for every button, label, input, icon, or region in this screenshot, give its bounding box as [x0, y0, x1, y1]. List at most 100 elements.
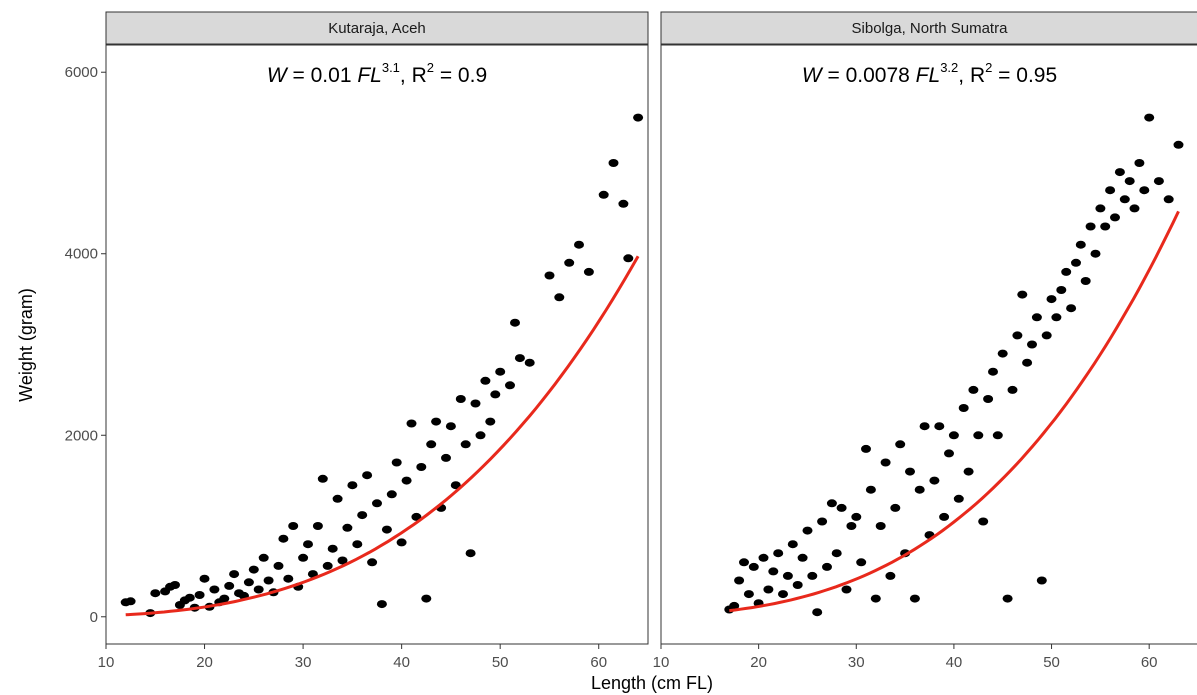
data-point [729, 601, 740, 610]
data-point [554, 293, 565, 302]
y-tick-label: 6000 [65, 64, 98, 81]
data-point [1105, 186, 1116, 195]
fit-equation-w: W [802, 64, 824, 87]
scatter-points [724, 113, 1184, 617]
fit-equation-r-exp: 2 [427, 60, 434, 75]
data-point [890, 503, 901, 512]
panel-2: Sibolga, North Sumatra W = 0.0078 FL3.2, … [653, 11, 1197, 671]
data-point [929, 476, 940, 485]
data-point [1051, 313, 1062, 322]
fit-curve [729, 210, 1180, 613]
data-point [885, 571, 896, 580]
data-point [768, 567, 779, 576]
data-point [856, 558, 867, 567]
data-point [748, 562, 759, 571]
scatter-points [120, 113, 644, 618]
data-point [778, 590, 788, 599]
fit-equation: W = 0.0078 FL3.2, R2 = 0.95 [802, 60, 1057, 87]
data-point [1002, 594, 1013, 603]
data-point [317, 474, 328, 483]
data-point [1085, 222, 1096, 231]
data-point [861, 444, 871, 453]
data-point [1100, 222, 1111, 231]
data-point [633, 113, 644, 122]
x-tick-label: 60 [1141, 654, 1158, 671]
data-point [1007, 385, 1018, 394]
data-point [1114, 168, 1125, 177]
data-point [1134, 159, 1145, 167]
data-point [263, 576, 274, 585]
x-tick-label: 10 [653, 654, 670, 671]
fit-equation-eq1: = 0.0078 [822, 64, 916, 87]
data-point [342, 523, 353, 532]
data-point [431, 417, 442, 426]
data-point [1173, 140, 1184, 149]
data-point [618, 199, 629, 208]
data-point [1017, 290, 1028, 299]
data-point [219, 594, 230, 603]
data-point [450, 481, 461, 490]
fit-equation-sep: , [958, 64, 970, 87]
x-tick-label: 10 [98, 654, 115, 671]
data-point [623, 254, 634, 263]
data-point [944, 449, 954, 458]
data-point [347, 481, 358, 490]
data-point [150, 589, 161, 598]
data-point [1129, 204, 1140, 213]
data-point [248, 565, 259, 574]
data-point [470, 399, 481, 408]
x-tick-label: 20 [750, 654, 767, 671]
data-point [743, 590, 754, 599]
data-point [773, 549, 784, 558]
data-point [802, 526, 813, 535]
data-point [273, 561, 284, 570]
data-point [327, 544, 338, 553]
fit-equation-exp: 3.2 [940, 60, 958, 75]
data-point [963, 467, 974, 476]
data-point [386, 490, 397, 499]
data-point [258, 553, 269, 562]
fit-equation-fl: FL [916, 64, 941, 87]
data-point [739, 558, 749, 567]
data-point [826, 499, 837, 508]
data-point [836, 503, 847, 512]
facet-strip [105, 11, 649, 45]
y-axis-title: Weight (gram) [16, 288, 36, 402]
data-point [817, 517, 828, 526]
data-point [1119, 195, 1130, 204]
data-point [851, 512, 862, 521]
data-point [1041, 331, 1052, 340]
data-point [787, 540, 798, 549]
data-point [1027, 340, 1037, 349]
data-point [846, 522, 857, 530]
data-point [510, 318, 520, 327]
fit-equation-sep: , [400, 64, 412, 87]
data-point [1095, 204, 1106, 213]
data-point [357, 511, 368, 520]
x-tick-label: 20 [196, 654, 213, 671]
x-tick-label: 50 [1043, 654, 1060, 671]
data-point [170, 581, 180, 589]
data-point [895, 440, 906, 449]
data-point [1139, 186, 1150, 195]
fit-equation-r: R [412, 64, 427, 87]
data-point [485, 417, 496, 426]
data-point [495, 367, 506, 376]
data-point [460, 440, 471, 449]
data-point [983, 395, 994, 403]
data-point [1075, 240, 1086, 249]
data-point [831, 549, 842, 558]
data-point [1031, 313, 1042, 322]
data-point [524, 358, 535, 367]
data-point [406, 419, 417, 428]
data-point [988, 367, 998, 376]
data-point [870, 594, 881, 603]
data-point [782, 571, 793, 580]
facet-strip-label: Sibolga, North Sumatra [852, 20, 1009, 37]
fit-equation-fl: FL [357, 64, 382, 87]
data-point [194, 591, 205, 599]
data-point [564, 258, 575, 267]
data-point [288, 522, 299, 530]
data-point [224, 581, 235, 590]
panel-1: Kutaraja, Aceh W = 0.01 FL3.1, R2 = 0.9 10… [65, 11, 649, 671]
